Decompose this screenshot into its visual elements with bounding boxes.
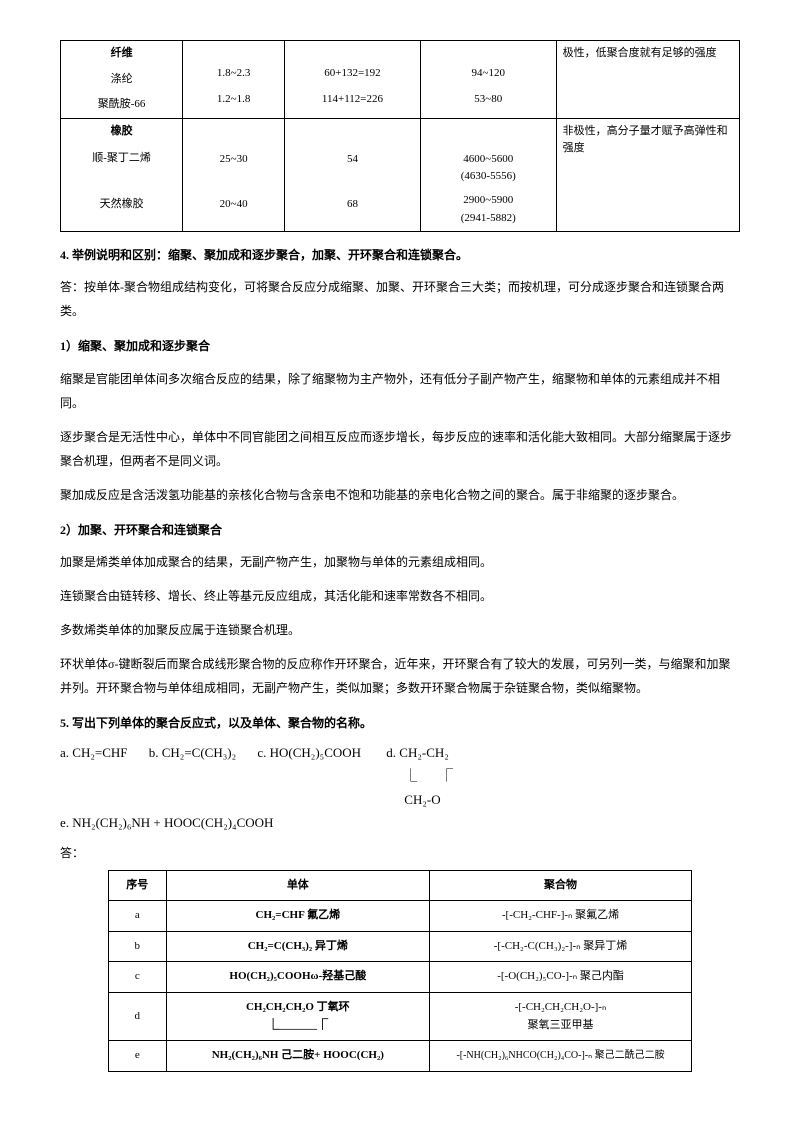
q5-e: e. NH₂(CH₂)₆NH + HOOC(CH₂)₄COOH xyxy=(60,811,273,834)
q4-p7: 多数烯类单体的加聚反应属于连锁聚合机理。 xyxy=(60,618,740,642)
t2-h-seq: 序号 xyxy=(108,870,166,901)
fiber-m3: 94~120 53~80 xyxy=(420,41,556,119)
q5-c: c. HO(CH₂)₅COOH xyxy=(257,741,361,764)
q4-h1: 1）缩聚、聚加成和逐步聚合 xyxy=(60,337,740,356)
rubber-category-cell: 橡胶 顺-聚丁二烯 天然橡胶 xyxy=(61,118,183,231)
rubber-m1: 25~30 20~40 xyxy=(183,118,285,231)
table-row: d CH₂CH₂CH₂O 丁氧环 ⎿_______⎾ -[-CH₂CH₂CH₂O… xyxy=(108,993,692,1041)
fiber-r2-cat: 聚酰胺-66 xyxy=(67,96,176,114)
rubber-note: 非极性，高分子量才赋予高弹性和强度 xyxy=(556,118,739,231)
table-row: a CH₂=CHF 氟乙烯 -[-CH₂-CHF-]-ₙ 聚氟乙烯 xyxy=(108,901,692,932)
table-row: e NH₂(CH₂)₆NH 己二胺+ HOOC(CH₂) -[-NH(CH₂)₆… xyxy=(108,1041,692,1072)
fiber-category-cell: 纤维 涤纶 聚酰胺-66 xyxy=(61,41,183,119)
q5-title: 5. 写出下列单体的聚合反应式，以及单体、聚合物的名称。 xyxy=(60,714,740,733)
fiber-note: 极性，低聚合度就有足够的强度 xyxy=(556,41,739,119)
q4-title: 4. 举例说明和区别：缩聚、聚加成和逐步聚合，加聚、开环聚合和连锁聚合。 xyxy=(60,246,740,265)
fiber-m1: 1.8~2.3 1.2~1.8 xyxy=(183,41,285,119)
q4-p3: 逐步聚合是无活性中心，单体中不同官能团之间相互反应而逐步增长，每步反应的速率和活… xyxy=(60,425,740,473)
q5-items: a. CH₂=CHF b. CH₂=C(CH₃)₂ c. HO(CH₂)₅COO… xyxy=(60,741,740,835)
ring-diagram: ⎿_______⎾ xyxy=(268,1019,329,1031)
q4-p5: 加聚是烯类单体加成聚合的结果，无副产物产生，加聚物与单体的元素组成相同。 xyxy=(60,550,740,574)
fiber-r1-cat: 涤纶 xyxy=(67,71,176,89)
table-row: b CH₂=C(CH₃)₂ 异丁烯 -[-CH₂-C(CH₃)₂-]-ₙ 聚异丁… xyxy=(108,931,692,962)
q4-p1: 答：按单体-聚合物组成结构变化，可将聚合反应分成缩聚、加聚、开环聚合三大类；而按… xyxy=(60,275,740,323)
q4-p2: 缩聚是官能团单体间多次缩合反应的结果，除了缩聚物为主产物外，还有低分子副产物产生… xyxy=(60,367,740,415)
t2-h-pol: 聚合物 xyxy=(429,870,692,901)
q4-p4: 聚加成反应是含活泼氢功能基的亲核化合物与含亲电不饱和功能基的亲电化合物之间的聚合… xyxy=(60,483,740,507)
q5-b: b. CH₂=C(CH₃)₂ xyxy=(149,741,236,764)
fiber-cat: 纤维 xyxy=(67,45,176,63)
t2-h-mon: 单体 xyxy=(166,870,429,901)
monomer-polymer-table: 序号 单体 聚合物 a CH₂=CHF 氟乙烯 -[-CH₂-CHF-]-ₙ 聚… xyxy=(108,870,693,1072)
table-row: c HO(CH₂)₅COOHω-羟基己酸 -[-O(CH₂)₅CO-]-ₙ 聚己… xyxy=(108,962,692,993)
q4-h2: 2）加聚、开环聚合和连锁聚合 xyxy=(60,521,740,540)
q5-a: a. CH₂=CHF xyxy=(60,741,127,764)
q5-answer-label: 答： xyxy=(60,844,740,863)
q4-p6: 连锁聚合由链转移、增长、终止等基元反应组成，其活化能和速率常数各不相同。 xyxy=(60,584,740,608)
rubber-m3: 4600~5600 (4630-5556) 2900~5900 (2941-58… xyxy=(420,118,556,231)
fiber-m2: 60+132=192 114+112=226 xyxy=(285,41,421,119)
rubber-m2: 54 68 xyxy=(285,118,421,231)
q5-d: d. CH₂-CH₂ ⎿ ⎾ CH₂-O xyxy=(382,741,453,811)
polymer-properties-table: 纤维 涤纶 聚酰胺-66 1.8~2.3 1.2~1.8 60+132=192 … xyxy=(60,40,740,232)
q4-p8: 环状单体σ-键断裂后而聚合成线形聚合物的反应称作开环聚合，近年来，开环聚合有了较… xyxy=(60,652,740,700)
